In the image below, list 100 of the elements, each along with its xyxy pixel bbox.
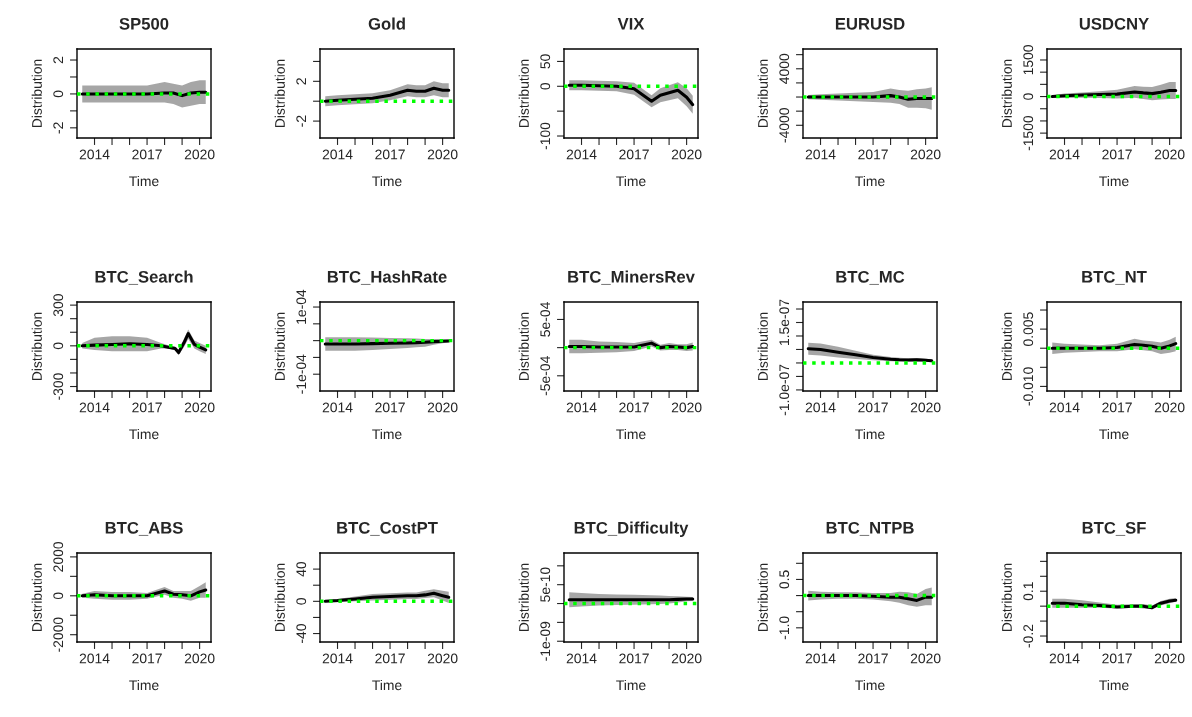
x-tick-label: 2017 [132, 402, 162, 413]
y-tick-label: 5e-04 [540, 302, 551, 337]
y-tick-label: -2 [53, 122, 64, 134]
x-tick-label: 2014 [322, 149, 353, 160]
x-tick-label: 2014 [1049, 149, 1080, 160]
x-tick-label: 2017 [1102, 653, 1132, 664]
y-tick-label: -300 [53, 373, 64, 400]
x-tick-label: 2017 [1102, 149, 1132, 160]
x-tick-label: 2020 [184, 149, 215, 160]
y-tick-label: 1.5e-07 [779, 299, 790, 345]
x-tick-label: 2014 [79, 402, 110, 413]
x-tick-label: 2017 [858, 149, 888, 160]
x-tick-label: 2017 [619, 402, 649, 413]
y-tick-label: 5e-10 [540, 567, 551, 602]
x-tick-label: 2020 [427, 402, 458, 413]
x-axis-title: Time [1099, 175, 1129, 187]
y-tick-label: 0 [53, 90, 64, 98]
x-tick-label: 2014 [79, 149, 110, 160]
y-tick-label: 50 [540, 54, 551, 69]
y-axis-title: Distribution [31, 59, 42, 128]
y-axis-title: Distribution [518, 59, 529, 128]
x-tick-label: 2020 [1154, 402, 1185, 413]
y-tick-label: 2 [53, 56, 64, 64]
y-tick-label: -40 [296, 624, 307, 643]
y-tick-label: 1500 [1023, 45, 1034, 75]
x-tick-label: 2017 [619, 653, 649, 664]
y-tick-label: 0 [1023, 93, 1034, 100]
y-axis-title: Distribution [1001, 312, 1012, 381]
y-tick-label: -1e-04 [296, 354, 307, 394]
y-tick-label: 40 [296, 561, 307, 577]
y-axis-title: Distribution [518, 312, 529, 381]
y-axis-title: Distribution [274, 563, 285, 632]
x-tick-label: 2017 [132, 149, 162, 160]
chart-title: SP500 [119, 17, 169, 30]
y-tick-label: -1e-09 [540, 621, 551, 661]
y-tick-label: 0 [540, 82, 551, 90]
y-tick-label: 0.5 [779, 570, 790, 589]
y-tick-label: -0.2 [1023, 624, 1034, 648]
chart-title: VIX [617, 18, 645, 30]
x-axis-title: Time [855, 679, 885, 691]
x-axis-title: Time [616, 175, 646, 187]
x-tick-label: 2014 [322, 402, 353, 413]
x-tick-label: 2020 [184, 653, 215, 664]
x-axis-title: Time [855, 175, 885, 187]
x-axis-title: Time [129, 679, 159, 691]
chart-title: USDCNY [1079, 17, 1149, 30]
chart-title: BTC_MinersRev [568, 270, 695, 285]
x-axis-title: Time [372, 175, 402, 187]
y-tick-label: -0.010 [1023, 367, 1034, 406]
y-axis-title: Distribution [274, 59, 285, 128]
x-tick-label: 2014 [566, 653, 597, 664]
x-tick-label: 2017 [858, 653, 888, 664]
x-axis-title: Time [1099, 428, 1129, 440]
x-tick-label: 2014 [566, 149, 597, 160]
x-tick-label: 2017 [1102, 402, 1132, 413]
y-tick-label: -2000 [53, 617, 64, 652]
x-tick-label: 2020 [910, 653, 941, 664]
x-tick-label: 2014 [805, 653, 836, 664]
x-tick-label: 2017 [619, 149, 649, 160]
x-tick-label: 2017 [375, 653, 405, 664]
y-tick-label: 0.1 [1023, 582, 1034, 601]
x-tick-label: 2014 [805, 149, 836, 160]
x-tick-label: 2020 [427, 149, 458, 160]
y-tick-label: -2 [296, 115, 307, 127]
chart-title: BTC_Difficulty [574, 521, 689, 538]
x-axis-title: Time [616, 428, 646, 440]
y-tick-label: 4000 [779, 53, 790, 84]
x-axis-title: Time [372, 428, 402, 440]
x-tick-label: 2020 [427, 653, 458, 664]
x-axis-title: Time [616, 679, 646, 691]
x-tick-label: 2014 [805, 402, 836, 413]
chart-title: BTC_ABS [105, 521, 183, 536]
x-tick-label: 2014 [566, 402, 597, 413]
chart-title: BTC_NT [1082, 270, 1147, 285]
y-tick-label: -4000 [779, 108, 790, 143]
x-tick-label: 2014 [79, 653, 110, 664]
y-tick-label: -1.0 [779, 616, 790, 640]
y-axis-title: Distribution [1001, 59, 1012, 128]
x-tick-label: 2020 [671, 653, 702, 664]
chart-title: BTC_CostPT [337, 521, 438, 536]
chart-title: EURUSD [835, 17, 905, 30]
chart-title: BTC_NTPB [826, 521, 914, 536]
chart-title: BTC_MC [836, 270, 905, 285]
x-tick-label: 2017 [375, 402, 405, 413]
y-tick-label: -1.0e-07 [779, 364, 790, 416]
y-axis-title: Distribution [518, 563, 529, 632]
x-tick-label: 2020 [910, 149, 941, 160]
x-axis-title: Time [129, 175, 159, 187]
y-tick-label: -100 [540, 122, 551, 150]
line-series [806, 347, 934, 363]
y-tick-label: -1500 [1023, 115, 1034, 151]
y-axis-title: Distribution [31, 312, 42, 381]
y-axis-title: Distribution [1001, 563, 1012, 632]
x-tick-label: 2014 [322, 653, 353, 664]
y-tick-label: 2 [296, 78, 307, 85]
y-tick-label: 0.005 [1023, 312, 1034, 346]
y-tick-label: 0 [53, 592, 64, 600]
chart-title: Gold [368, 17, 405, 30]
y-axis-title: Distribution [274, 312, 285, 381]
y-tick-label: -5e-04 [540, 356, 551, 396]
